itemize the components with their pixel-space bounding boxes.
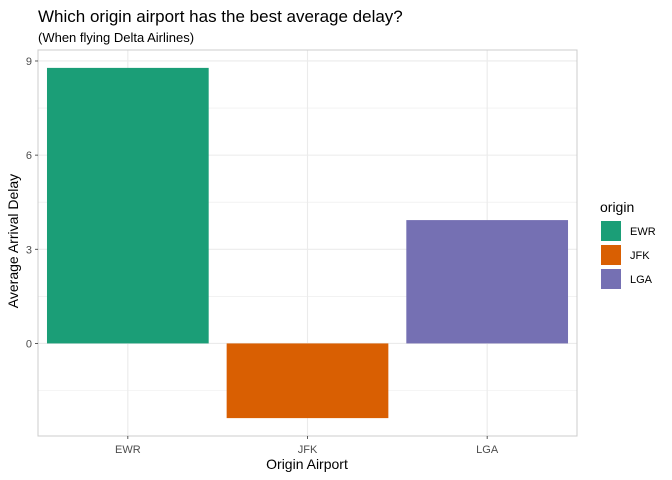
legend-label: LGA [630, 274, 653, 286]
bar-ewr [46, 67, 209, 344]
legend-label: JFK [630, 250, 650, 262]
bar-jfk [226, 343, 389, 419]
y-tick-label: 9 [26, 56, 32, 68]
y-axis-ticks: 0 3 6 9 [26, 56, 38, 350]
x-tick-label: LGA [476, 444, 499, 456]
legend-title: origin [600, 199, 634, 215]
x-axis-ticks: EWR JFK LGA [115, 436, 499, 456]
legend: origin EWR JFK LGA [600, 199, 656, 289]
legend-key-ewr [601, 221, 621, 241]
chart-title: Which origin airport has the best averag… [38, 7, 403, 26]
chart-subtitle: (When flying Delta Airlines) [38, 30, 194, 45]
y-tick-label: 3 [26, 244, 32, 256]
y-tick-label: 0 [26, 338, 32, 350]
bars [37, 49, 578, 437]
bar-lga [406, 220, 569, 344]
legend-key-lga [601, 269, 621, 289]
legend-key-jfk [601, 245, 621, 265]
x-tick-label: JFK [298, 444, 318, 456]
legend-label: EWR [630, 226, 656, 238]
y-axis-title: Average Arrival Delay [5, 174, 21, 308]
x-axis-title: Origin Airport [266, 456, 348, 472]
x-tick-label: EWR [115, 444, 141, 456]
y-tick-label: 6 [26, 150, 32, 162]
